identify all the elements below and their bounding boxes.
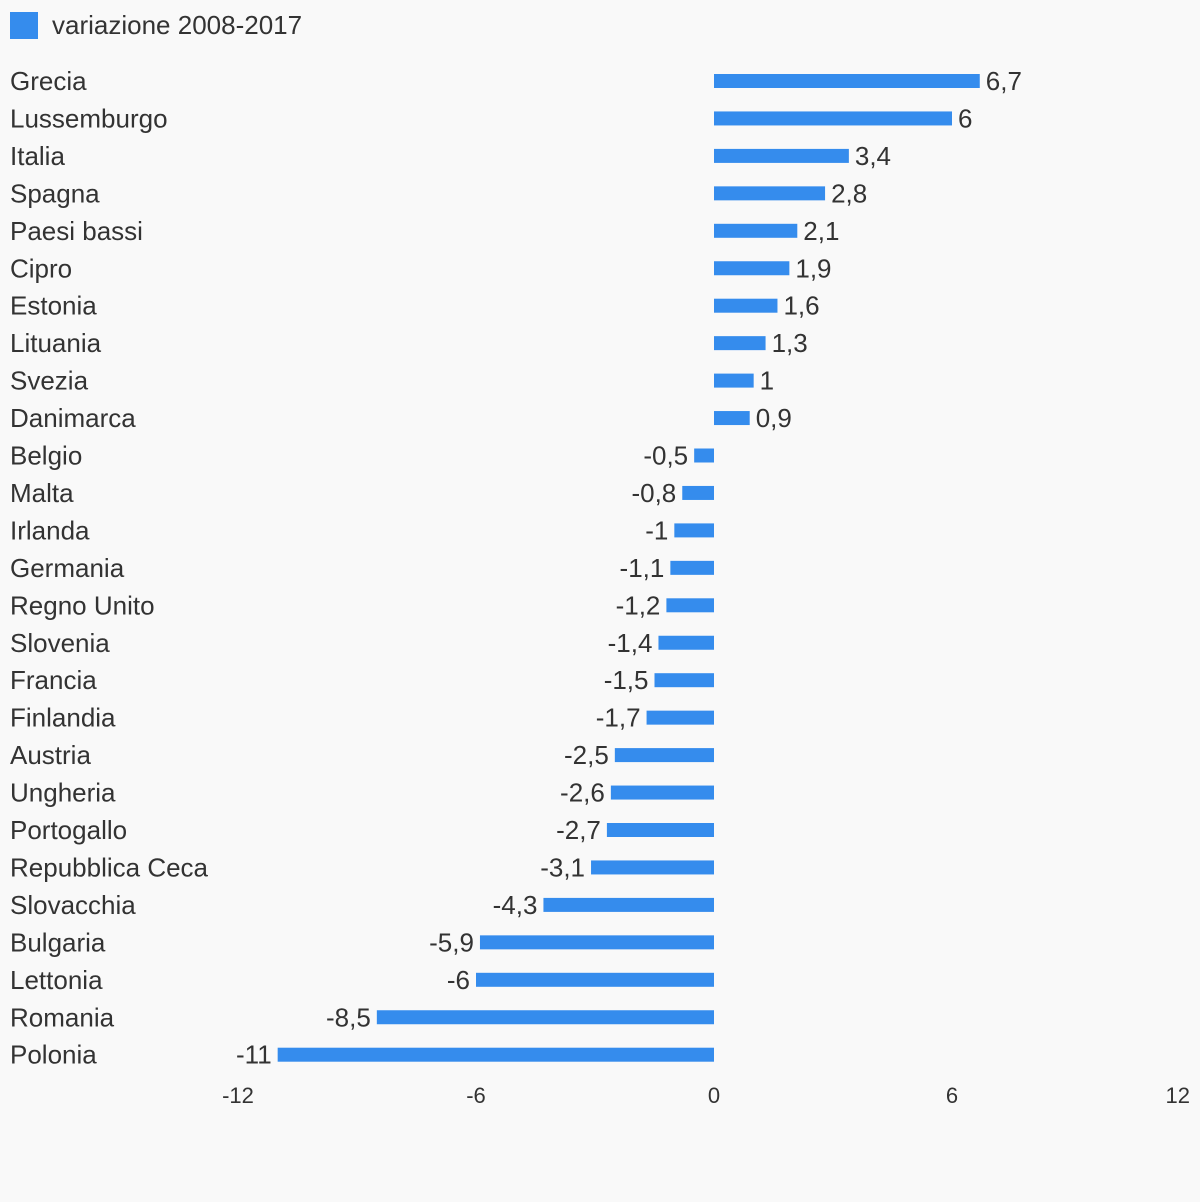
value-label: -1 — [645, 515, 668, 545]
category-label: Estonia — [10, 291, 97, 321]
value-label: 1 — [760, 366, 774, 396]
bar — [614, 748, 714, 763]
value-label: -2,6 — [560, 778, 605, 808]
bar — [646, 710, 714, 725]
x-tick-label: 6 — [946, 1083, 958, 1108]
category-label: Slovenia — [10, 628, 110, 658]
x-tick-label: 12 — [1166, 1083, 1190, 1108]
category-label: Ungheria — [10, 778, 116, 808]
category-label: Francia — [10, 665, 97, 695]
value-label: -5,9 — [429, 927, 474, 957]
category-label: Germania — [10, 553, 125, 583]
value-label: -11 — [236, 1040, 272, 1070]
value-label: -3,1 — [540, 852, 585, 882]
bar — [666, 598, 714, 613]
category-label: Lussemburgo — [10, 103, 168, 133]
category-label: Polonia — [10, 1040, 97, 1070]
chart-legend: variazione 2008-2017 — [10, 10, 302, 40]
bar — [479, 935, 714, 950]
bar — [714, 74, 980, 88]
category-label: Svezia — [10, 366, 89, 396]
value-label: -0,5 — [643, 441, 688, 471]
x-tick-label: 0 — [708, 1083, 720, 1108]
value-label: -0,8 — [631, 478, 676, 508]
bar — [476, 972, 714, 987]
category-label: Romania — [10, 1002, 115, 1032]
bar — [714, 373, 754, 388]
category-label: Belgio — [10, 441, 82, 471]
bar — [714, 186, 826, 201]
value-label: -2,5 — [564, 740, 609, 770]
bar — [714, 223, 798, 238]
category-label: Austria — [10, 740, 91, 770]
bar — [674, 523, 714, 538]
value-label: -1,1 — [620, 553, 665, 583]
bar — [606, 823, 714, 837]
bar — [658, 635, 714, 650]
legend-swatch — [10, 11, 38, 39]
value-label: 3,4 — [855, 141, 891, 171]
bar — [714, 298, 778, 313]
category-label: Regno Unito — [10, 590, 155, 620]
value-label: -1,4 — [608, 628, 653, 658]
bar — [714, 148, 849, 163]
category-label: Finlandia — [10, 703, 116, 733]
legend-label: variazione 2008-2017 — [52, 10, 303, 40]
bar — [376, 1010, 714, 1025]
value-label: 1,6 — [783, 291, 819, 321]
value-label: 6,7 — [986, 66, 1022, 96]
value-label: -1,7 — [596, 703, 641, 733]
value-label: 6 — [958, 103, 972, 133]
category-label: Lettonia — [10, 965, 103, 995]
bar — [714, 261, 790, 276]
category-label: Cipro — [10, 253, 72, 283]
category-label: Irlanda — [10, 515, 90, 545]
category-label: Grecia — [10, 66, 87, 96]
value-label: -8,5 — [326, 1002, 371, 1032]
value-label: 2,1 — [803, 216, 839, 246]
category-label: Bulgaria — [10, 927, 106, 957]
value-label: 1,3 — [772, 328, 808, 358]
value-label: -1,2 — [616, 590, 661, 620]
value-label: -2,7 — [556, 815, 601, 845]
bar — [670, 560, 714, 575]
value-label: -4,3 — [493, 890, 538, 920]
bar — [714, 111, 952, 126]
category-label: Danimarca — [10, 403, 136, 433]
bar — [277, 1047, 714, 1062]
bar — [591, 860, 714, 875]
value-label: -6 — [447, 965, 470, 995]
category-label: Portogallo — [10, 815, 127, 845]
category-label: Paesi bassi — [10, 216, 143, 246]
category-label: Repubblica Ceca — [10, 852, 209, 882]
bar — [694, 448, 714, 463]
category-label: Slovacchia — [10, 890, 136, 920]
value-label: 0,9 — [756, 403, 792, 433]
category-label: Malta — [10, 478, 74, 508]
value-label: 1,9 — [795, 253, 831, 283]
category-label: Italia — [10, 141, 65, 171]
category-label: Spagna — [10, 178, 100, 208]
value-label: 2,8 — [831, 178, 867, 208]
x-tick-label: -6 — [466, 1083, 486, 1108]
bar — [543, 897, 714, 912]
bar — [714, 336, 766, 351]
bar — [682, 485, 714, 500]
category-label: Lituania — [10, 328, 102, 358]
value-label: -1,5 — [604, 665, 649, 695]
bar — [714, 411, 750, 426]
bar — [610, 785, 714, 800]
x-tick-label: -12 — [222, 1083, 254, 1108]
bar — [654, 673, 714, 688]
